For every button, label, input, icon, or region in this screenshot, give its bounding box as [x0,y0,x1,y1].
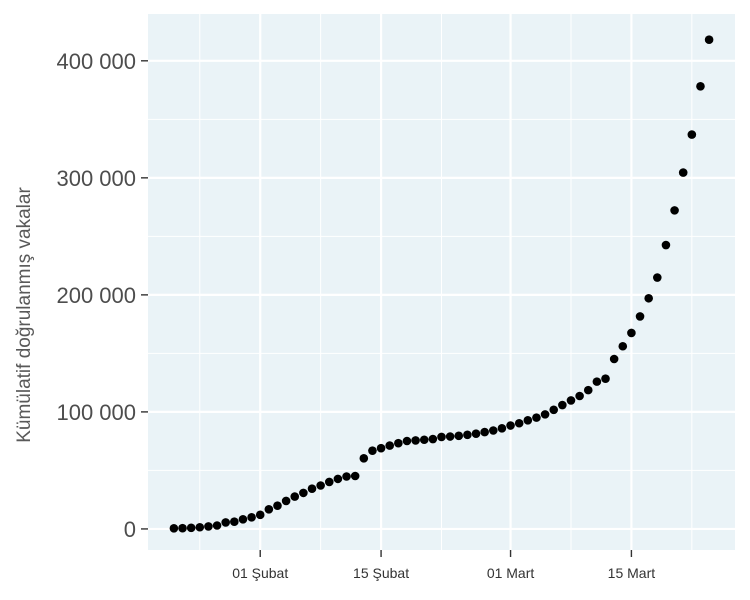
data-point [376,443,386,453]
x-tick-label: 15 Mart [608,565,656,581]
data-point [678,168,688,177]
data-point [221,518,230,527]
data-point [601,374,610,384]
major-gridlines [148,14,735,550]
data-point [618,341,628,351]
minor-gridlines [148,14,735,550]
x-tick-label: 01 Şubat [232,565,288,581]
data-point [394,438,403,448]
data-point [316,481,325,490]
data-point [687,130,697,139]
data-point [480,427,489,437]
data-point [583,385,593,395]
y-axis-label: Kümülatif doğrulanmış vakalar [14,187,35,443]
data-point [627,328,636,338]
data-point [644,293,653,303]
data-point [238,514,248,524]
data-point [290,492,300,501]
data-point [532,413,541,422]
data-point [204,522,213,531]
data-point [307,484,317,493]
data-point [368,446,377,455]
data-point [359,453,369,463]
axis-tick-marks [141,60,633,557]
data-point [506,421,515,430]
data-point [186,523,196,533]
y-tick-label: 0 [124,517,136,542]
data-point [558,400,567,410]
y-axis-tick-labels: 0 100 000 200 000 300 000 400 000 [56,49,136,542]
data-point [523,415,533,425]
data-point [273,501,282,510]
y-tick-label: 400 000 [56,49,136,74]
data-point [670,206,679,215]
data-point [592,377,602,386]
data-point [169,523,179,533]
data-point [463,430,472,440]
data-points [169,35,714,533]
data-point [514,418,524,428]
data-point [324,477,334,487]
data-point [411,436,420,445]
data-point [281,496,291,506]
data-point [575,391,584,401]
y-tick-label: 200 000 [56,283,136,308]
data-point [704,35,714,44]
data-point [609,354,619,364]
data-point [333,474,343,484]
data-point [653,273,662,282]
x-tick-label: 15 Şubat [353,565,409,581]
data-point [385,441,395,450]
data-point [661,240,671,250]
data-point [549,405,559,415]
data-point [497,423,507,433]
data-point [488,426,498,435]
y-tick-label: 100 000 [56,400,136,425]
data-point [195,522,205,532]
data-point [342,472,351,481]
data-point [264,504,274,514]
data-point [212,521,222,530]
data-point [402,436,412,446]
data-point [230,517,239,527]
data-point [247,513,256,522]
x-tick-label: 01 Mart [487,565,535,581]
data-point [471,429,481,438]
data-point [299,488,308,498]
data-point [566,396,576,405]
data-point [540,410,550,419]
data-point [454,431,464,441]
data-point [428,434,438,444]
data-point [635,312,645,321]
data-point [437,432,446,442]
data-point [255,510,265,520]
y-tick-label: 300 000 [56,166,136,191]
data-point [445,432,455,441]
data-point [696,81,705,91]
data-point [419,435,429,445]
x-axis-tick-labels: 01 Şubat 15 Şubat 01 Mart 15 Mart [232,565,655,581]
data-point [350,471,360,481]
data-point [178,523,187,533]
